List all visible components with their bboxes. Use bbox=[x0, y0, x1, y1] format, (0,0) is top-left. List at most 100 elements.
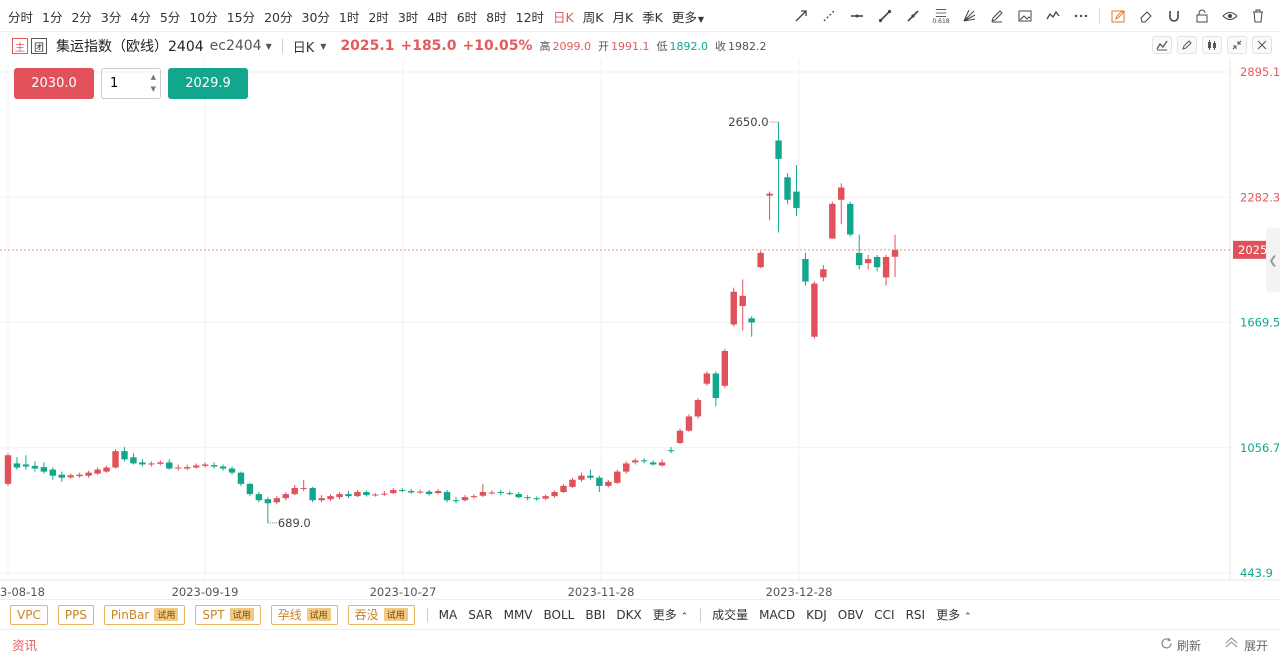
segment-icon[interactable] bbox=[899, 0, 927, 32]
period-item[interactable]: 12时 bbox=[515, 9, 545, 25]
period-item[interactable]: 1分 bbox=[42, 9, 63, 25]
collapse-icon[interactable] bbox=[1227, 36, 1247, 54]
refresh-icon[interactable] bbox=[1160, 637, 1173, 653]
refresh-button[interactable]: 刷新 bbox=[1176, 638, 1201, 653]
sub-indicators-more[interactable]: 更多 ⌃ bbox=[936, 608, 972, 622]
edit-icon[interactable] bbox=[1104, 0, 1132, 32]
divider bbox=[281, 39, 283, 53]
quantity-input[interactable] bbox=[102, 69, 142, 98]
candle-body bbox=[282, 494, 289, 499]
premium-indicator-pinbar[interactable]: PinBar 试用 bbox=[103, 604, 186, 625]
period-timeshare[interactable]: 分时 bbox=[8, 9, 34, 25]
horizontal-line-icon[interactable] bbox=[843, 0, 871, 32]
period-item[interactable]: 10分 bbox=[189, 9, 218, 25]
trend-line-icon[interactable] bbox=[871, 0, 899, 32]
period-item[interactable]: 4分 bbox=[130, 9, 151, 25]
quantity-stepper[interactable]: ▲▼ bbox=[101, 68, 161, 99]
premium-indicator-孕线[interactable]: 孕线 试用 bbox=[270, 604, 338, 625]
period-item[interactable]: 4时 bbox=[427, 9, 448, 25]
brush-icon[interactable] bbox=[983, 0, 1011, 32]
premium-indicator-spt[interactable]: SPT 试用 bbox=[195, 604, 261, 625]
open-label: 开 bbox=[598, 40, 610, 53]
fullscreen-icon[interactable] bbox=[1252, 36, 1272, 54]
sub-indicator-1[interactable]: MACD bbox=[759, 607, 796, 622]
premium-indicator-pps[interactable]: PPS bbox=[57, 604, 94, 625]
premium-indicator-vpc[interactable]: VPC bbox=[10, 604, 48, 625]
sub-indicator-5[interactable]: RSI bbox=[905, 607, 926, 622]
side-panel-toggle[interactable]: ❮ bbox=[1266, 228, 1280, 292]
candle-body bbox=[192, 465, 200, 468]
period-item[interactable]: 8时 bbox=[486, 9, 507, 25]
main-indicator-0[interactable]: MA bbox=[438, 607, 458, 622]
candle-body bbox=[13, 463, 21, 468]
buy-button[interactable]: 2030.0 bbox=[14, 68, 94, 99]
expand-icon[interactable] bbox=[1225, 637, 1238, 653]
main-indicator-2[interactable]: MMV bbox=[503, 607, 533, 622]
x-tick-label: 3-08-18 bbox=[0, 585, 45, 599]
candle-body bbox=[533, 498, 540, 500]
candle-body bbox=[873, 256, 881, 268]
expand-button[interactable]: 展开 bbox=[1243, 638, 1268, 653]
sub-indicator-4[interactable]: CCI bbox=[874, 607, 895, 622]
period-dropdown-icon[interactable]: ▼ bbox=[320, 41, 327, 51]
period-item[interactable]: 季K bbox=[642, 9, 663, 25]
symbol-code[interactable]: ec2404 bbox=[209, 38, 262, 54]
arrow-line-icon[interactable] bbox=[787, 0, 815, 32]
sub-indicator-3[interactable]: OBV bbox=[837, 607, 864, 622]
sub-indicator-2[interactable]: KDJ bbox=[806, 607, 827, 622]
more-dots-icon[interactable] bbox=[1067, 0, 1095, 32]
close-value: 1982.2 bbox=[728, 39, 767, 53]
period-item[interactable]: 5分 bbox=[159, 9, 181, 25]
candle-body bbox=[506, 493, 513, 495]
main-indicator-4[interactable]: BBI bbox=[585, 607, 606, 622]
more-periods-dropdown[interactable]: 更多▼ bbox=[671, 9, 705, 25]
period-item[interactable]: 2时 bbox=[368, 9, 389, 25]
main-indicator-1[interactable]: SAR bbox=[468, 607, 493, 622]
fan-icon[interactable] bbox=[955, 0, 983, 32]
period-item[interactable]: 月K bbox=[612, 9, 634, 25]
kline-chart[interactable]: 443.9 1056.7 1669.5 2282.3 2895.1 3-08-18 2023… bbox=[0, 60, 1280, 600]
sell-button[interactable]: 2029.9 bbox=[168, 68, 248, 99]
candle-body bbox=[399, 489, 406, 492]
period-item[interactable]: 2分 bbox=[71, 9, 92, 25]
indicator-settings-icon[interactable] bbox=[1152, 36, 1172, 54]
x-tick-label: 2023-10-27 bbox=[370, 585, 437, 599]
main-indicator-3[interactable]: BOLL bbox=[543, 607, 575, 622]
symbol-dropdown-icon[interactable]: ▼ bbox=[265, 41, 272, 51]
period-item[interactable]: 3分 bbox=[100, 9, 122, 25]
period-item[interactable]: 日K bbox=[553, 9, 574, 25]
group-badge[interactable]: 团 bbox=[31, 38, 47, 54]
eraser-icon[interactable] bbox=[1132, 0, 1160, 32]
period-item[interactable]: 1时 bbox=[338, 9, 360, 25]
period-item[interactable]: 20分 bbox=[264, 9, 293, 25]
candle-body bbox=[730, 291, 737, 325]
wave-icon[interactable] bbox=[1039, 0, 1067, 32]
ray-icon[interactable] bbox=[815, 0, 843, 32]
max-price-label: 2650.0 bbox=[728, 115, 768, 129]
trial-badge: 试用 bbox=[229, 608, 254, 621]
news-tab[interactable]: 资讯 bbox=[12, 638, 38, 653]
candle-body bbox=[103, 467, 110, 472]
candle-style-icon[interactable] bbox=[1202, 36, 1222, 54]
period-selector[interactable]: 日K bbox=[292, 40, 315, 56]
lock-icon[interactable] bbox=[1188, 0, 1216, 32]
period-item[interactable]: 15分 bbox=[226, 9, 256, 25]
period-item[interactable]: 6时 bbox=[456, 9, 478, 25]
period-item[interactable]: 30分 bbox=[301, 9, 330, 25]
sub-indicator-0[interactable]: 成交量 bbox=[712, 608, 749, 622]
period-item[interactable]: 周K bbox=[582, 9, 604, 25]
fibonacci-icon[interactable]: 0.618 bbox=[927, 0, 955, 32]
low-value: 1892.0 bbox=[669, 39, 709, 53]
pen-icon[interactable] bbox=[1177, 36, 1197, 54]
trash-icon[interactable] bbox=[1244, 0, 1272, 32]
main-indicators-more[interactable]: 更多 ⌃ bbox=[652, 608, 689, 622]
image-icon[interactable] bbox=[1011, 0, 1039, 32]
magnet-icon[interactable] bbox=[1160, 0, 1188, 32]
decrement-icon[interactable]: ▼ bbox=[150, 85, 156, 93]
eye-icon[interactable] bbox=[1216, 0, 1244, 32]
increment-icon[interactable]: ▲ bbox=[150, 73, 156, 81]
candle-body bbox=[76, 474, 83, 477]
main-indicator-5[interactable]: DKX bbox=[616, 607, 642, 622]
premium-indicator-吞没[interactable]: 吞没 试用 bbox=[347, 604, 415, 625]
period-item[interactable]: 3时 bbox=[397, 9, 419, 25]
